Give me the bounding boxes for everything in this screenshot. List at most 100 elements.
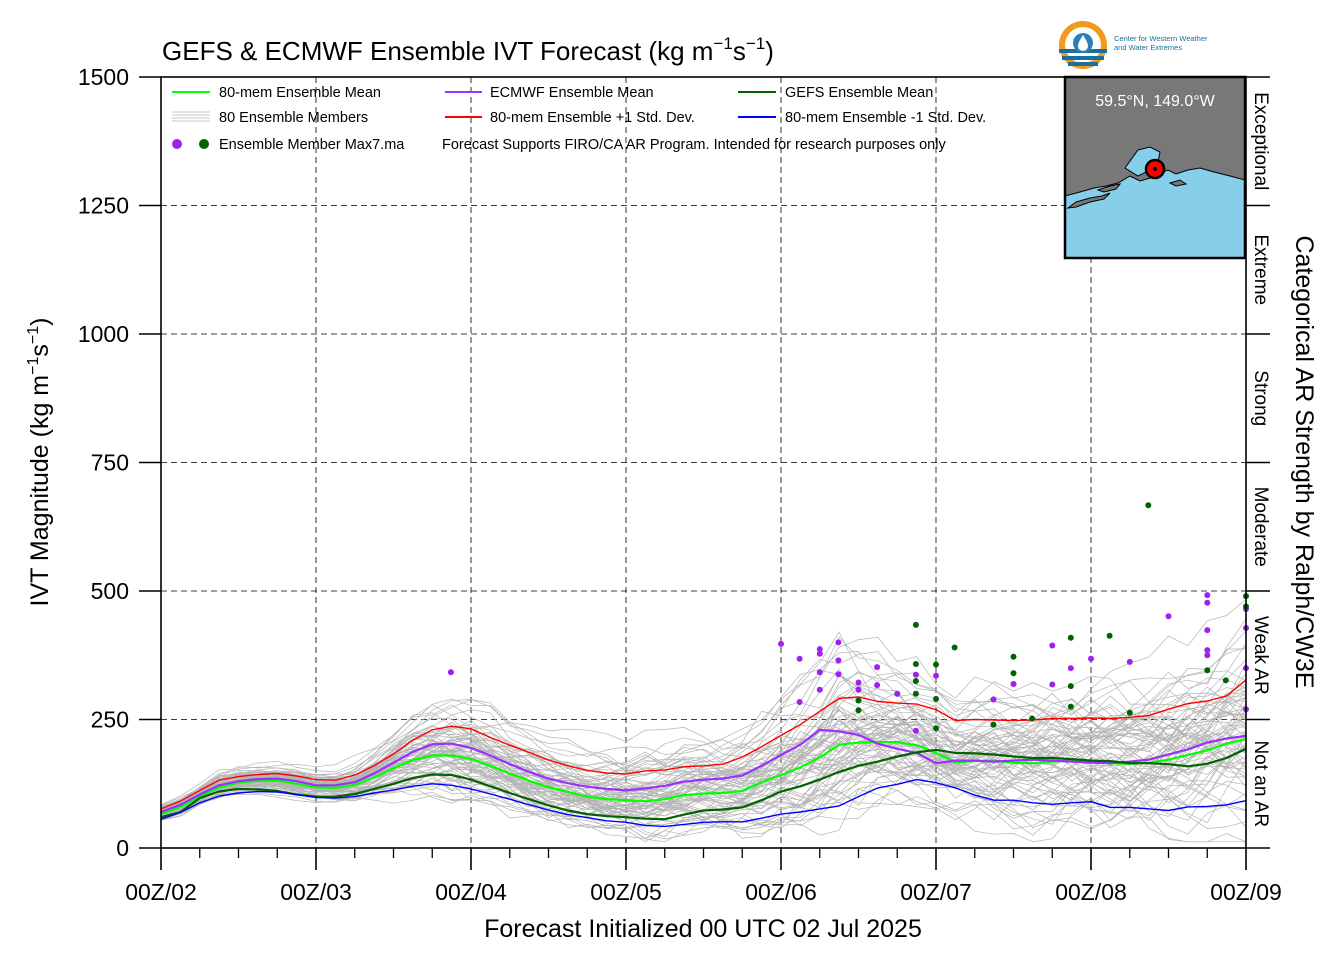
ensemble-member-line: [160, 718, 1247, 816]
y-tick-label: 250: [91, 707, 129, 733]
inset-location-label: 59.5°N, 149.0°W: [1095, 93, 1215, 110]
legend-minus-sd: 80-mem Ensemble -1 Std. Dev.: [785, 110, 986, 126]
max-point-gefs: [855, 707, 862, 714]
max-point-gefs: [912, 621, 919, 628]
ensemble-member-line: [160, 599, 1247, 808]
water-drop-icon: [1078, 35, 1088, 51]
legend-max-dots: Ensemble Member Max7.ma: [219, 137, 405, 153]
x-tick-label: 00Z/09: [1210, 879, 1282, 905]
max-point-ecmwf: [874, 664, 881, 671]
y-tick-label: 750: [91, 450, 129, 476]
max-point-gefs: [1010, 670, 1017, 677]
max-point-ecmwf: [835, 639, 842, 646]
category-label: Exceptional: [1250, 92, 1271, 190]
cw3e-logo: Center for Western Weather and Water Ext…: [1059, 21, 1208, 69]
ensemble-member-line: [160, 687, 1247, 810]
max-point-gefs: [1067, 683, 1074, 690]
legend-ecmwf-mean: ECMWF Ensemble Mean: [490, 85, 654, 101]
ensemble-member-line: [160, 753, 1247, 840]
max-point-ecmwf: [1165, 613, 1172, 620]
max-point-gefs: [1145, 502, 1152, 509]
max-point-ecmwf: [912, 671, 919, 678]
max-point-ecmwf: [1088, 655, 1094, 662]
max-point-ecmwf: [1204, 592, 1211, 599]
ensemble-member-line: [160, 646, 1247, 806]
max-point-gefs: [933, 695, 939, 702]
max-point-ecmwf: [816, 686, 823, 693]
ensemble-member-line: [160, 674, 1247, 809]
max-point-ecmwf: [874, 682, 881, 689]
max-point-gefs: [933, 725, 939, 732]
max-point-gefs: [933, 661, 939, 668]
max-point-ecmwf: [990, 696, 997, 703]
max-point-ecmwf: [1204, 647, 1211, 654]
max-point-ecmwf: [796, 699, 803, 705]
max-point-ecmwf: [778, 640, 784, 647]
legend-ens-mean: 80-mem Ensemble Mean: [219, 85, 381, 101]
ensemble-member-line: [160, 706, 1247, 815]
max-point-ecmwf: [855, 686, 862, 693]
x-tick-label: 00Z/05: [590, 879, 662, 905]
max-point-ecmwf: [855, 679, 862, 686]
ensemble-member-line: [160, 630, 1247, 806]
y-axis-title: IVT Magnitude (kg m−1s−1): [25, 318, 54, 607]
ensemble-member-line: [160, 690, 1247, 815]
max-point-gefs: [912, 678, 919, 684]
max-point-ecmwf: [1204, 627, 1211, 634]
series-gefs-mean: [160, 747, 1247, 821]
max-point-ecmwf: [796, 655, 803, 662]
max-point-ecmwf: [816, 646, 823, 653]
max-point-ecmwf: [912, 727, 919, 734]
max-point-gefs: [1126, 709, 1133, 716]
legend-swatch-members: [172, 111, 210, 122]
svg-text:and Water Extremes: and Water Extremes: [1114, 43, 1182, 52]
category-label: Moderate: [1250, 487, 1271, 567]
location-inset-map: 59.5°N, 149.0°W: [1063, 75, 1247, 260]
max-point-gefs: [951, 644, 958, 651]
max-point-gefs: [1029, 715, 1036, 722]
series-ecmwf-mean: [160, 728, 1247, 814]
x-tick-label: 00Z/06: [745, 879, 817, 905]
max-point-gefs: [1010, 653, 1017, 660]
series-lines: [160, 679, 1247, 828]
max-point-ecmwf: [1010, 681, 1017, 687]
max-point-ecmwf: [894, 690, 901, 697]
max-point-ecmwf: [1049, 681, 1056, 688]
x-tick-label: 00Z/08: [1055, 879, 1127, 905]
ensemble-member-line: [160, 759, 1247, 818]
ensemble-member-line: [160, 670, 1247, 811]
ensemble-member-line: [160, 741, 1247, 831]
category-label: Weak AR: [1250, 616, 1271, 695]
max-point-ecmwf: [1049, 642, 1056, 649]
max-point-gefs: [1222, 677, 1229, 684]
legend: 80-mem Ensemble Mean ECMWF Ensemble Mean…: [172, 85, 986, 153]
max-point-gefs: [1067, 703, 1074, 710]
max-point-gefs: [855, 697, 862, 704]
ensemble-member-line: [160, 684, 1247, 813]
y-tick-label: 1500: [78, 64, 129, 90]
right-category-axis: Exceptional Extreme Strong Moderate Weak AR N…: [1246, 76, 1271, 849]
x-tick-label: 00Z/04: [435, 879, 507, 905]
grid-lines: [161, 77, 1246, 848]
x-tick-label: 00Z/03: [280, 879, 352, 905]
y-tick-label: 500: [91, 578, 129, 604]
axes: 0 250 500 750 1000 1250 1500 00Z/02 00Z/03 00Z/04…: [78, 64, 1282, 905]
y-tick-label: 1000: [78, 321, 129, 347]
category-label: Extreme: [1250, 234, 1271, 305]
max-point-ecmwf: [1204, 652, 1211, 659]
max-point-ecmwf: [933, 672, 939, 679]
ensemble-member-line: [160, 618, 1247, 807]
max-point-ecmwf: [1067, 665, 1074, 672]
max-point-gefs: [912, 661, 919, 667]
x-tick-label: 00Z/02: [125, 879, 197, 905]
ensemble-member-line: [160, 648, 1247, 807]
max-point-ecmwf: [1126, 658, 1133, 665]
max-point-ecmwf: [447, 669, 454, 676]
category-label: Strong: [1250, 370, 1271, 426]
x-axis-title: Forecast Initialized 00 UTC 02 Jul 2025: [484, 915, 922, 943]
ensemble-member-line: [160, 706, 1247, 843]
max-point-gefs: [1204, 667, 1211, 674]
max-point-gefs: [1106, 632, 1113, 639]
